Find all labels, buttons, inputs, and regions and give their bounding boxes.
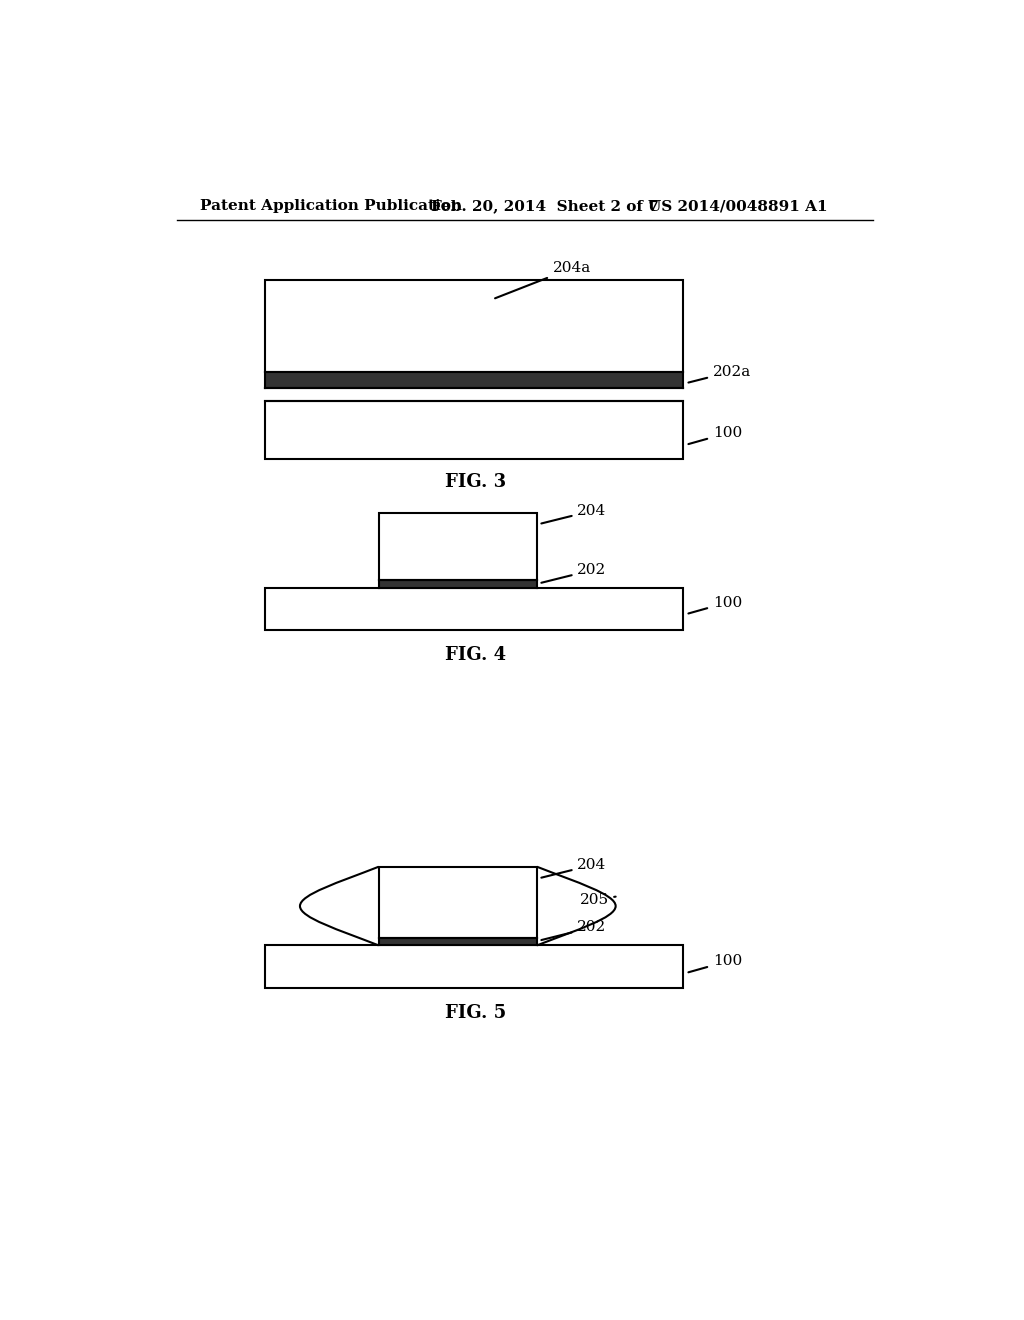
Text: 202: 202: [542, 920, 606, 940]
Bar: [265, 372, 683, 388]
Text: Patent Application Publication: Patent Application Publication: [200, 199, 462, 213]
Bar: [379, 867, 538, 937]
Text: 202: 202: [542, 564, 606, 582]
Text: FIG. 5: FIG. 5: [444, 1005, 506, 1022]
Bar: [265, 401, 683, 459]
Text: 205: 205: [580, 892, 615, 907]
Text: 100: 100: [688, 954, 742, 973]
Bar: [379, 512, 538, 581]
Text: Feb. 20, 2014  Sheet 2 of 7: Feb. 20, 2014 Sheet 2 of 7: [431, 199, 658, 213]
Text: 202a: 202a: [688, 364, 751, 383]
Text: 100: 100: [688, 426, 742, 444]
Text: 100: 100: [688, 595, 742, 614]
Text: FIG. 3: FIG. 3: [445, 473, 506, 491]
Bar: [265, 280, 683, 372]
Text: 204a: 204a: [495, 261, 591, 298]
Bar: [265, 945, 683, 989]
Text: 204: 204: [542, 504, 606, 524]
Text: FIG. 4: FIG. 4: [445, 645, 506, 664]
Text: 204: 204: [542, 858, 606, 878]
Bar: [379, 937, 538, 945]
Bar: [379, 581, 538, 589]
Bar: [265, 589, 683, 630]
Text: US 2014/0048891 A1: US 2014/0048891 A1: [648, 199, 827, 213]
